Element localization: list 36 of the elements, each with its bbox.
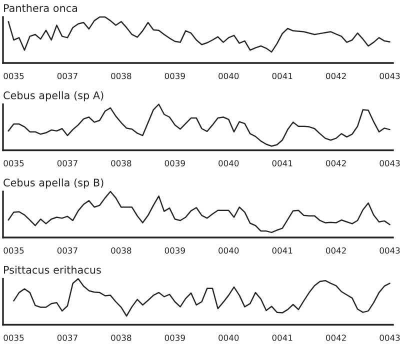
x-tick-label: 0037 [57, 160, 78, 166]
x-tick-label: 0040 [218, 247, 239, 254]
x-tick-label: 0037 [57, 72, 78, 80]
chart-title: Psittacus erithacus [4, 266, 101, 274]
x-tick-label: 0038 [111, 160, 132, 166]
x-tick-label: 0042 [326, 72, 346, 80]
x-tick-label: 0039 [164, 72, 185, 80]
x-tick-label: 0038 [111, 247, 132, 254]
x-tick-label: 0039 [164, 334, 185, 341]
chart-title: Panthera onca [4, 4, 78, 12]
x-tick-label: 0041 [272, 72, 292, 80]
x-tick-label: 0042 [326, 334, 346, 341]
x-tick-label: 0037 [57, 247, 78, 254]
x-tick-label: 0043 [380, 247, 400, 254]
x-tick-label: 0039 [164, 160, 185, 166]
x-tick-label: 0035 [4, 247, 24, 254]
x-tick-label: 0042 [326, 160, 346, 166]
x-tick-label: 0039 [164, 247, 185, 254]
x-tick-label: 0041 [272, 247, 292, 254]
x-tick-label: 0043 [380, 72, 400, 80]
x-tick-label: 0041 [272, 160, 292, 166]
x-tick-label: 0040 [218, 334, 239, 341]
x-tick-label: 0040 [218, 160, 239, 166]
x-tick-label: 0035 [4, 72, 24, 80]
x-tick-label: 0035 [4, 160, 24, 166]
x-tick-label: 0037 [57, 334, 78, 341]
x-tick-label: 0043 [380, 334, 400, 341]
chart-title: Cebus apella (sp A) [4, 91, 104, 102]
x-tick-label: 0041 [272, 334, 292, 341]
x-tick-label: 0038 [111, 334, 132, 341]
x-tick-label: 0043 [380, 160, 400, 166]
x-tick-label: 0042 [326, 247, 346, 254]
x-tick-label: 0038 [111, 72, 132, 80]
chart-title: Cebus apella (sp B) [4, 178, 104, 189]
x-tick-label: 0040 [218, 72, 239, 80]
x-tick-label: 0035 [4, 334, 24, 341]
